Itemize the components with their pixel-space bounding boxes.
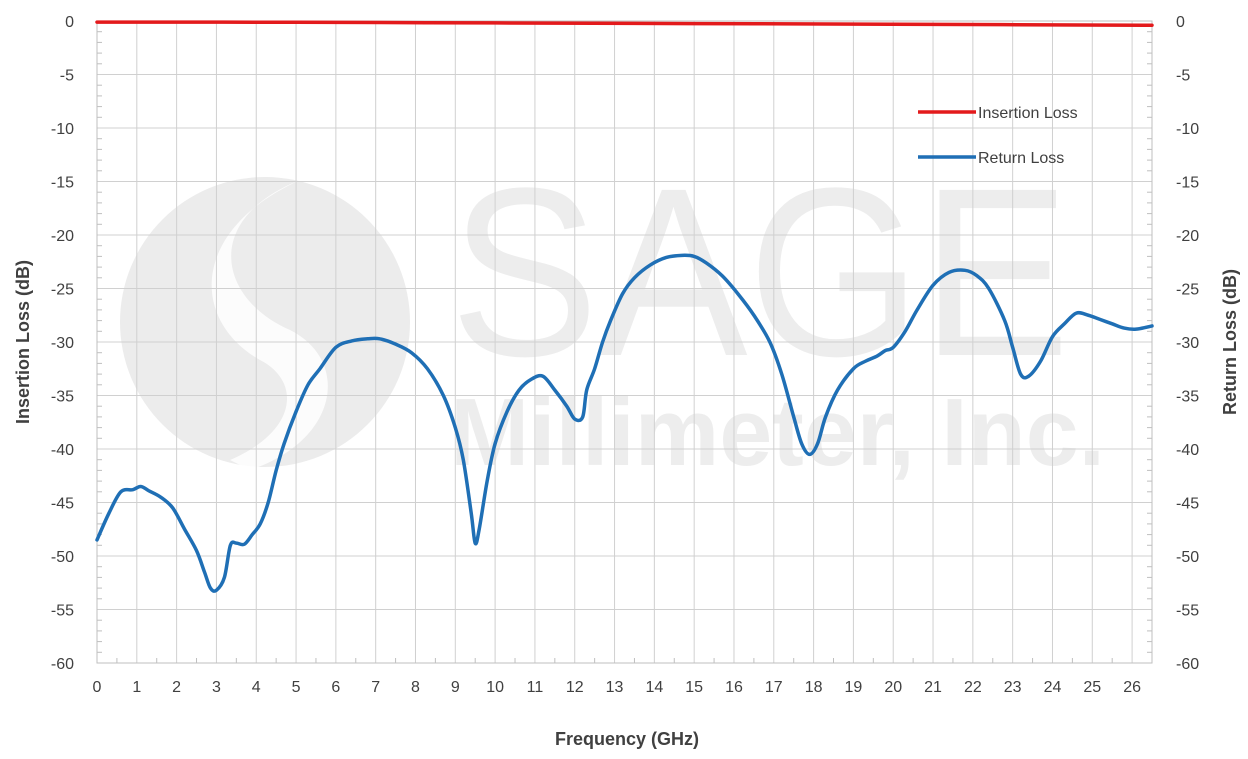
tick-labels: 0 1 2 3 4 5 6 7 8 9 10 11 12 13 14 15 16 17 18 19 20 21 22 23 24… (51, 14, 1199, 696)
x-tick-label: 13 (606, 679, 624, 696)
return-loss-line (95, 253, 1154, 593)
left-y-tick-label: -40 (51, 442, 74, 459)
x-tick-label: 6 (331, 679, 340, 696)
right-y-tick-label: -15 (1176, 175, 1199, 192)
legend-label-insertion-loss: Insertion Loss (978, 105, 1078, 122)
left-y-tick-label: -10 (51, 121, 74, 138)
left-y-tick-label: -50 (51, 549, 74, 566)
right-y-tick-label: -45 (1176, 496, 1199, 513)
x-tick-label: 1 (132, 679, 141, 696)
right-y-tick-label: -50 (1176, 549, 1199, 566)
left-y-tick-label: -35 (51, 389, 74, 406)
left-y-tick-label: -15 (51, 175, 74, 192)
grid-lines (96, 20, 1152, 664)
left-y-axis-title: Insertion Loss (dB) (13, 260, 33, 424)
left-y-tick-label: -55 (51, 603, 74, 620)
right-y-tick-label: -10 (1176, 121, 1199, 138)
right-y-tick-label: -40 (1176, 442, 1199, 459)
x-tick-label: 22 (964, 679, 982, 696)
x-tick-label: 17 (765, 679, 783, 696)
right-y-tick-label: -5 (1176, 68, 1190, 85)
insertion-loss-line (95, 20, 1154, 28)
left-y-tick-label: -30 (51, 335, 74, 352)
x-tick-label: 11 (527, 679, 544, 696)
x-tick-label: 9 (451, 679, 460, 696)
x-tick-label: 24 (1044, 679, 1062, 696)
x-tick-label: 14 (645, 679, 663, 696)
plot-area-border (96, 20, 1153, 664)
x-tick-label: 23 (1004, 679, 1022, 696)
x-tick-label: 12 (566, 679, 584, 696)
right-y-axis-title: Return Loss (dB) (1220, 269, 1240, 415)
left-y-tick-label: -20 (51, 228, 74, 245)
x-tick-label: 3 (212, 679, 221, 696)
series-group (95, 20, 1154, 593)
x-tick-label: 19 (845, 679, 863, 696)
right-y-tick-label: -30 (1176, 335, 1199, 352)
x-tick-label: 16 (725, 679, 743, 696)
right-y-tick-label: -55 (1176, 603, 1199, 620)
x-tick-label: 26 (1123, 679, 1141, 696)
right-y-tick-label: 0 (1176, 14, 1185, 31)
legend: Insertion Loss Return Loss (918, 105, 1078, 167)
x-tick-label: 2 (172, 679, 181, 696)
left-y-tick-label: -45 (51, 496, 74, 513)
x-tick-label: 7 (371, 679, 380, 696)
right-y-tick-label: -25 (1176, 282, 1199, 299)
x-tick-label: 4 (252, 679, 261, 696)
x-tick-label: 15 (685, 679, 703, 696)
x-tick-label: 18 (805, 679, 823, 696)
x-axis-title: Frequency (GHz) (555, 729, 699, 749)
x-tick-label: 20 (884, 679, 902, 696)
right-y-tick-label: -20 (1176, 228, 1199, 245)
left-y-tick-label: -5 (60, 68, 74, 85)
x-tick-label: 0 (93, 679, 102, 696)
right-y-tick-label: -35 (1176, 389, 1199, 406)
watermark-swoosh (211, 180, 328, 470)
legend-label-return-loss: Return Loss (978, 150, 1064, 167)
watermark-text-sage: SAGE (450, 138, 1070, 406)
x-tick-label: 5 (292, 679, 301, 696)
x-tick-label: 10 (486, 679, 504, 696)
x-tick-label: 8 (411, 679, 420, 696)
left-y-tick-label: -60 (51, 656, 74, 673)
left-y-tick-label: 0 (65, 14, 74, 31)
left-y-tick-label: -25 (51, 282, 74, 299)
x-tick-label: 21 (924, 679, 942, 696)
axes (96, 20, 1153, 664)
x-tick-label: 25 (1083, 679, 1101, 696)
right-y-tick-label: -60 (1176, 656, 1199, 673)
